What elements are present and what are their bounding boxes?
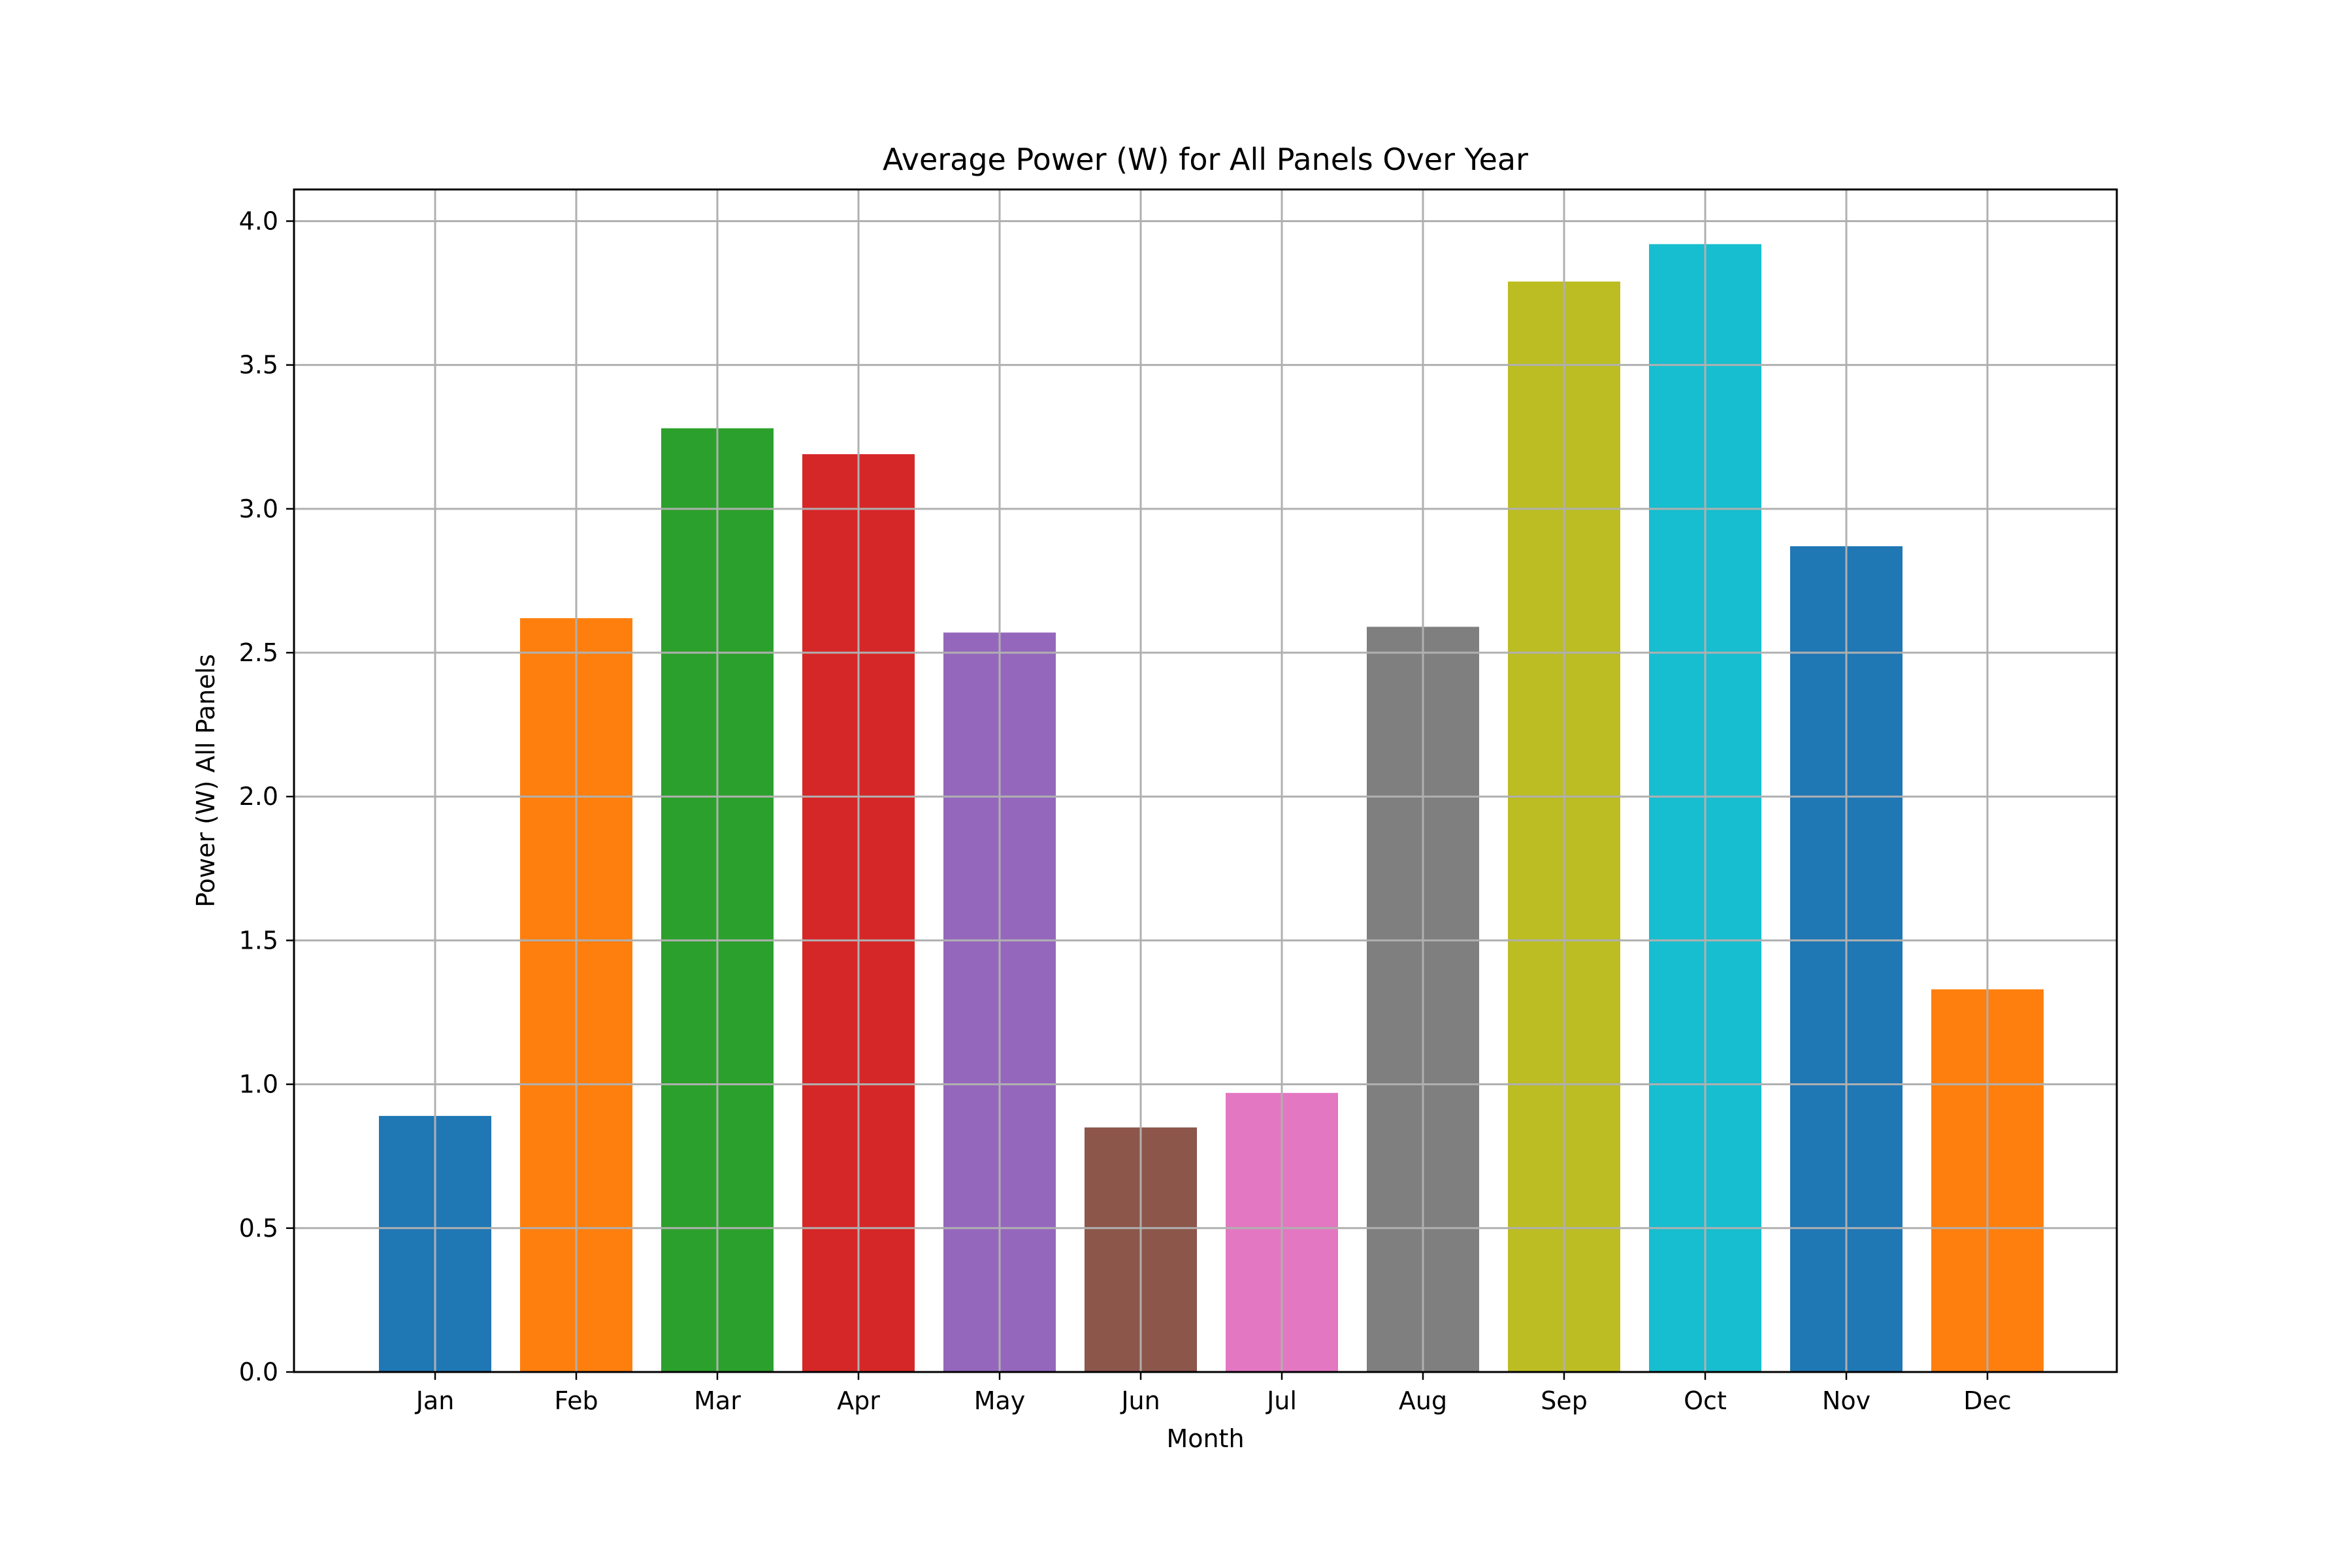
y-tick-label: 1.0	[239, 1070, 278, 1099]
grid-layer	[294, 189, 2117, 1373]
y-axis-label: Power (W) All Panels	[191, 654, 220, 907]
x-tick-label: Oct	[1684, 1386, 1727, 1415]
x-tick-label: Jan	[415, 1386, 455, 1415]
x-tick-label: Apr	[837, 1386, 880, 1415]
plot-frame	[293, 188, 2118, 1373]
x-tick-label: Jul	[1266, 1386, 1297, 1415]
ticks-layer: Jan Feb Mar Apr May Jun Jul Aug Sep Oct Nov Dec 0.0 0…	[239, 206, 2012, 1415]
chart-title: Average Power (W) for All Panels Over Ye…	[883, 142, 1528, 177]
y-tick-label: 2.0	[239, 782, 278, 811]
x-tick-label: Sep	[1541, 1386, 1588, 1415]
x-tick-label: Jun	[1120, 1386, 1160, 1415]
x-tick-label: May	[974, 1386, 1026, 1415]
x-tick-label: Aug	[1399, 1386, 1447, 1415]
x-tick-label: Mar	[694, 1386, 741, 1415]
y-tick-label: 4.0	[239, 206, 278, 235]
y-tick-label: 0.5	[239, 1214, 278, 1243]
y-tick-label: 3.5	[239, 351, 278, 380]
y-tick-label: 3.0	[239, 495, 278, 523]
x-tick-label: Dec	[1963, 1386, 2012, 1415]
x-tick-label: Feb	[554, 1386, 598, 1415]
y-tick-label: 2.5	[239, 638, 278, 667]
y-tick-label: 0.0	[239, 1358, 278, 1386]
y-tick-label: 1.5	[239, 926, 278, 955]
x-tick-label: Nov	[1822, 1386, 1870, 1415]
x-axis-label: Month	[1166, 1424, 1244, 1453]
